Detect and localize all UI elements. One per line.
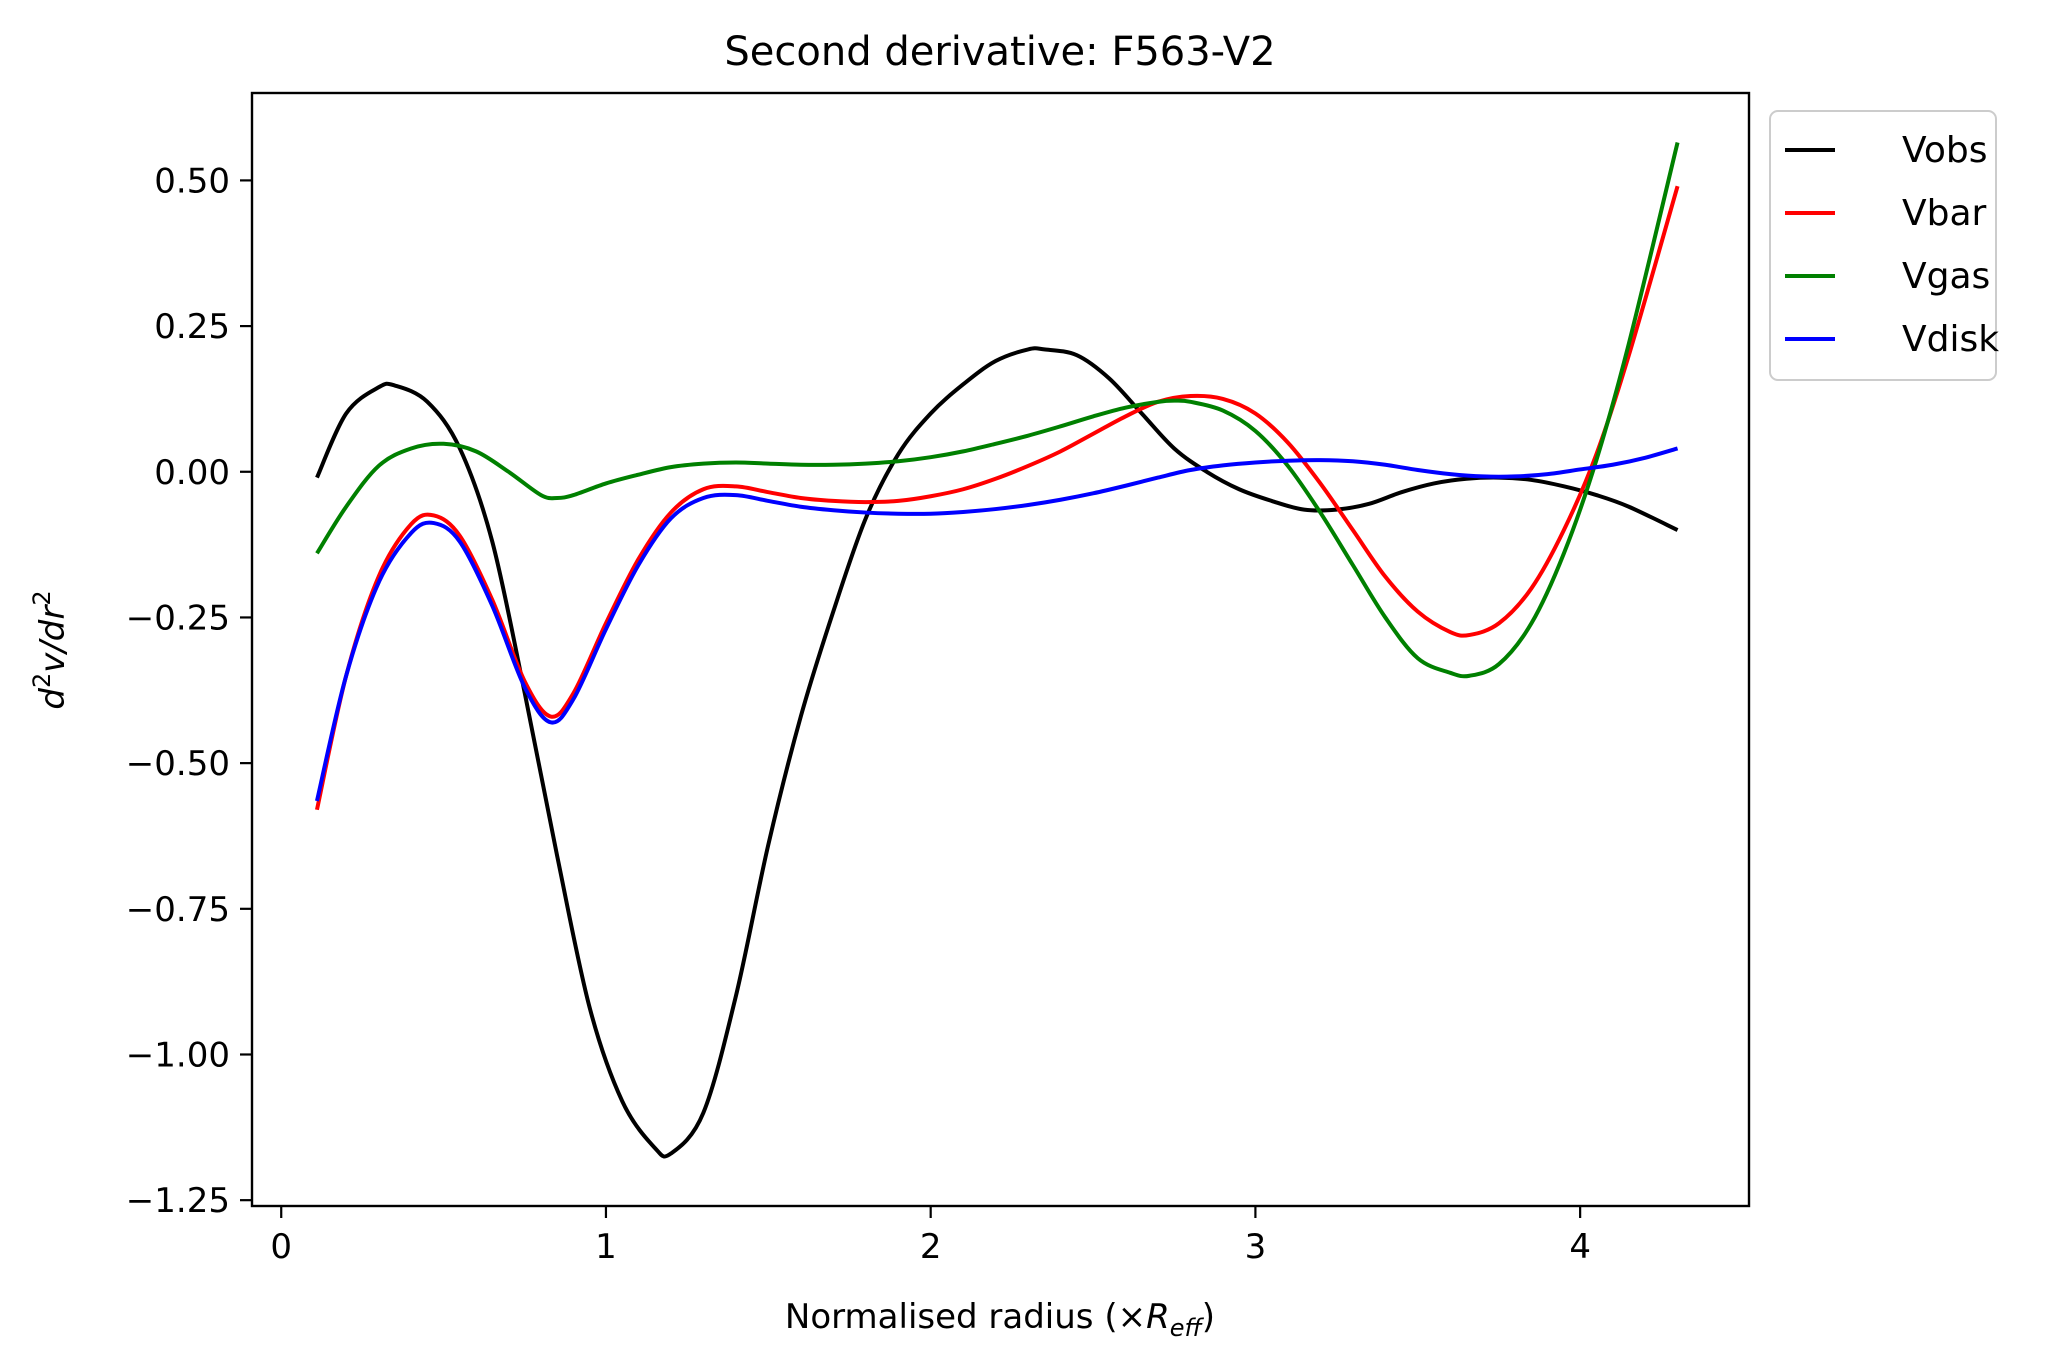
x-tick-label: 3	[1245, 1227, 1267, 1267]
legend-label-vbar: Vbar	[1902, 193, 1987, 234]
x-axis: 0 1 2 3 4	[270, 1206, 1591, 1267]
x-axis-label-prefix: Normalised radius (×	[785, 1297, 1146, 1337]
series-line-vobs	[315, 346, 1679, 1159]
x-axis-label-suffix: )	[1202, 1297, 1215, 1337]
series-line-vdisk	[315, 446, 1679, 802]
y-tick-label: 0.50	[154, 161, 230, 201]
legend-label-vdisk: Vdisk	[1902, 319, 1999, 360]
legend-label-vgas: Vgas	[1902, 256, 1990, 297]
y-axis-label-sup2: 2	[28, 590, 56, 605]
legend-box	[1769, 110, 1997, 381]
x-tick-label: 0	[270, 1227, 292, 1267]
x-tick-label: 4	[1569, 1227, 1591, 1267]
y-axis-label: d2v/dr2	[28, 590, 73, 709]
series-line-vbar	[314, 185, 1680, 811]
y-tick-label: 0.25	[154, 307, 230, 347]
y-tick-label: 0.00	[154, 453, 230, 493]
series-layer	[314, 142, 1680, 1159]
y-axis-label-mid: v/dr	[33, 604, 73, 673]
y-tick-label: −0.75	[126, 890, 230, 930]
y-tick-label: −0.50	[126, 744, 230, 784]
x-tick-label: 2	[920, 1227, 942, 1267]
x-axis-label: Normalised radius (×Reff)	[785, 1297, 1215, 1342]
chart-title: Second derivative: F563-V2	[724, 29, 1275, 75]
plot-area	[314, 142, 1680, 1159]
x-tick-label: 1	[595, 1227, 617, 1267]
y-axis: 0.50 0.25 0.00 −0.25 −0.50 −0.75 −1.00 −1.25	[126, 161, 252, 1221]
plot-frame	[250, 91, 1751, 1208]
x-axis-label-var: R	[1146, 1297, 1170, 1337]
x-axis-label-subscript: eff	[1170, 1314, 1205, 1342]
series-line-vgas	[315, 142, 1680, 679]
legend: Vobs Vbar Vgas Vdisk	[1769, 110, 1999, 381]
y-axis-label-sup1: 2	[28, 673, 56, 688]
y-tick-label: −1.00	[126, 1035, 230, 1075]
y-tick-label: −1.25	[126, 1181, 230, 1221]
y-tick-label: −0.25	[126, 598, 230, 638]
legend-label-vobs: Vobs	[1902, 130, 1987, 171]
y-axis-label-d: d	[33, 688, 73, 710]
